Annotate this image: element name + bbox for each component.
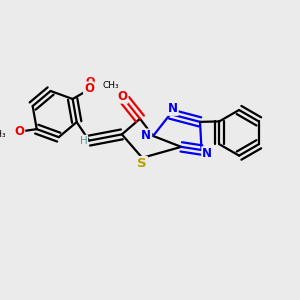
Text: H: H: [80, 136, 87, 146]
Text: O: O: [86, 77, 95, 87]
Text: O: O: [84, 82, 94, 95]
Text: CH₃: CH₃: [102, 81, 119, 90]
Text: O: O: [14, 125, 25, 138]
Text: N: N: [202, 147, 212, 160]
Text: S: S: [137, 157, 147, 170]
Text: N: N: [141, 129, 151, 142]
Text: N: N: [168, 102, 178, 115]
Text: O: O: [118, 90, 128, 103]
Text: O: O: [84, 85, 94, 94]
Text: methoxy: methoxy: [102, 83, 108, 84]
Text: CH₃: CH₃: [0, 130, 6, 139]
